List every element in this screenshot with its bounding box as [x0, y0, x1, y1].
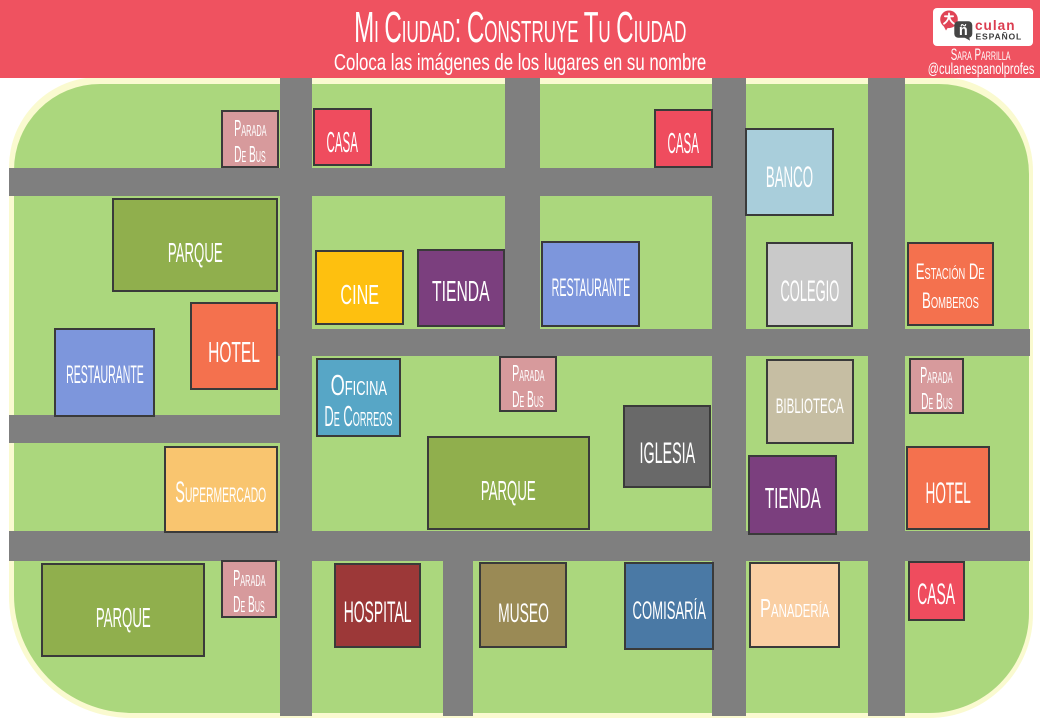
- svg-text:ESPAÑOL: ESPAÑOL: [976, 32, 1023, 42]
- svg-text:ñ: ñ: [959, 23, 968, 39]
- svg-text:culan: culan: [975, 18, 1016, 33]
